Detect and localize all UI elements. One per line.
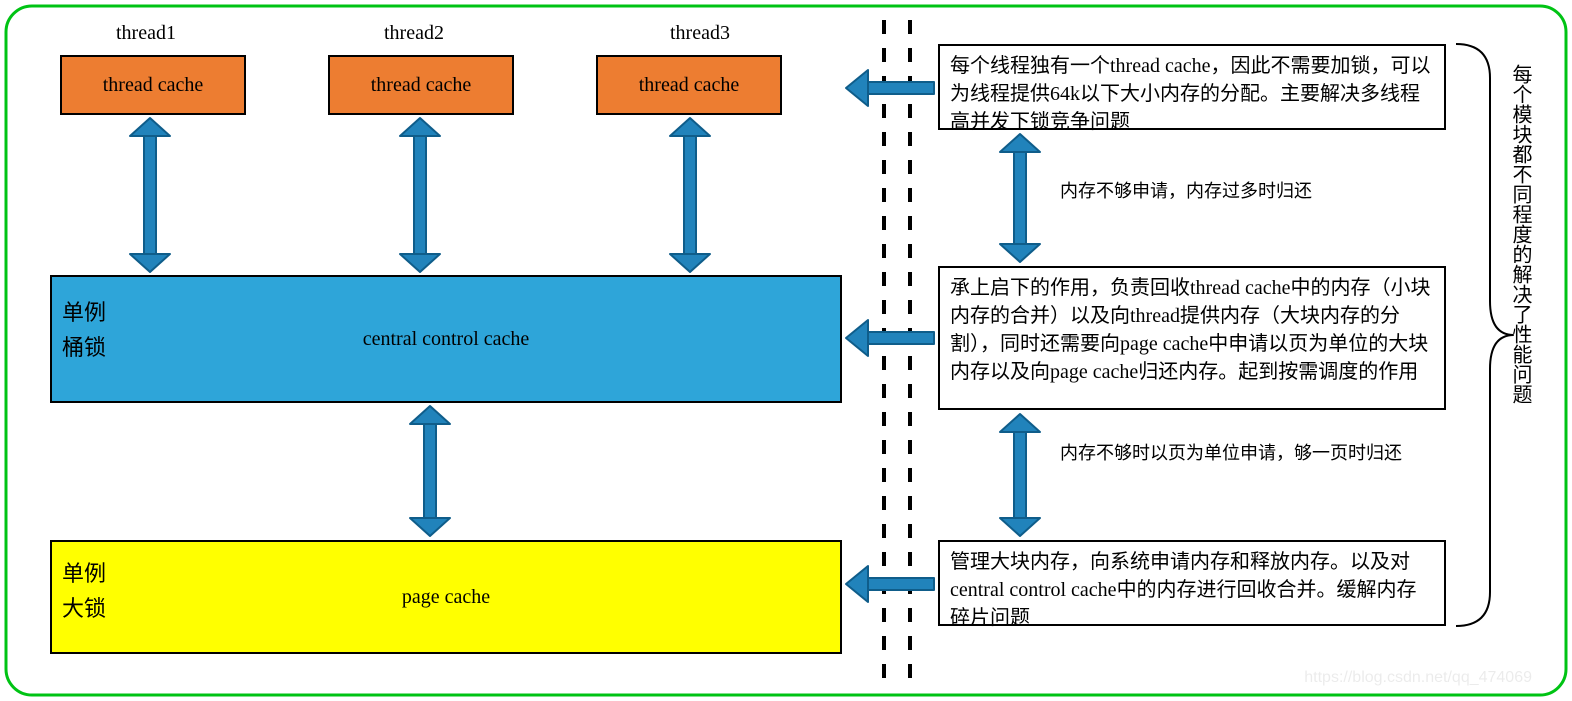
thread-cache-2: thread cache [328, 55, 514, 115]
note-a1: 内存不够申请，内存过多时归还 [1060, 178, 1420, 205]
watermark: https://blog.csdn.net/qq_474069 [1304, 669, 1532, 687]
central-control-cache: central control cache 单例 桶锁 [50, 275, 842, 403]
central-left-label: 单例 桶锁 [62, 295, 106, 365]
label-thread3: thread3 [670, 22, 730, 45]
diagram-stage: thread1 thread2 thread3 thread cache thread … [0, 0, 1572, 701]
central-control-cache-text: central control cache [363, 328, 530, 351]
page-cache-text: page cache [402, 586, 490, 609]
label-thread2: thread2 [384, 22, 444, 45]
thread-cache-3: thread cache [596, 55, 782, 115]
page-cache: page cache 单例 大锁 [50, 540, 842, 654]
page-left-label: 单例 大锁 [62, 556, 106, 626]
side-summary: 每个模块都不同程度的解决了性能问题 [1506, 64, 1534, 584]
thread-cache-1: thread cache [60, 55, 246, 115]
desc-pc: 管理大块内存，向系统申请内存和释放内存。以及对central control c… [938, 540, 1446, 626]
label-thread1: thread1 [116, 22, 176, 45]
note-a2: 内存不够时以页为单位申请，够一页时归还 [1060, 440, 1420, 467]
desc-tc: 每个线程独有一个thread cache，因此不需要加锁，可以为线程提供64k以… [938, 44, 1446, 130]
desc-cc: 承上启下的作用，负责回收thread cache中的内存（小块内存的合并）以及向… [938, 266, 1446, 410]
